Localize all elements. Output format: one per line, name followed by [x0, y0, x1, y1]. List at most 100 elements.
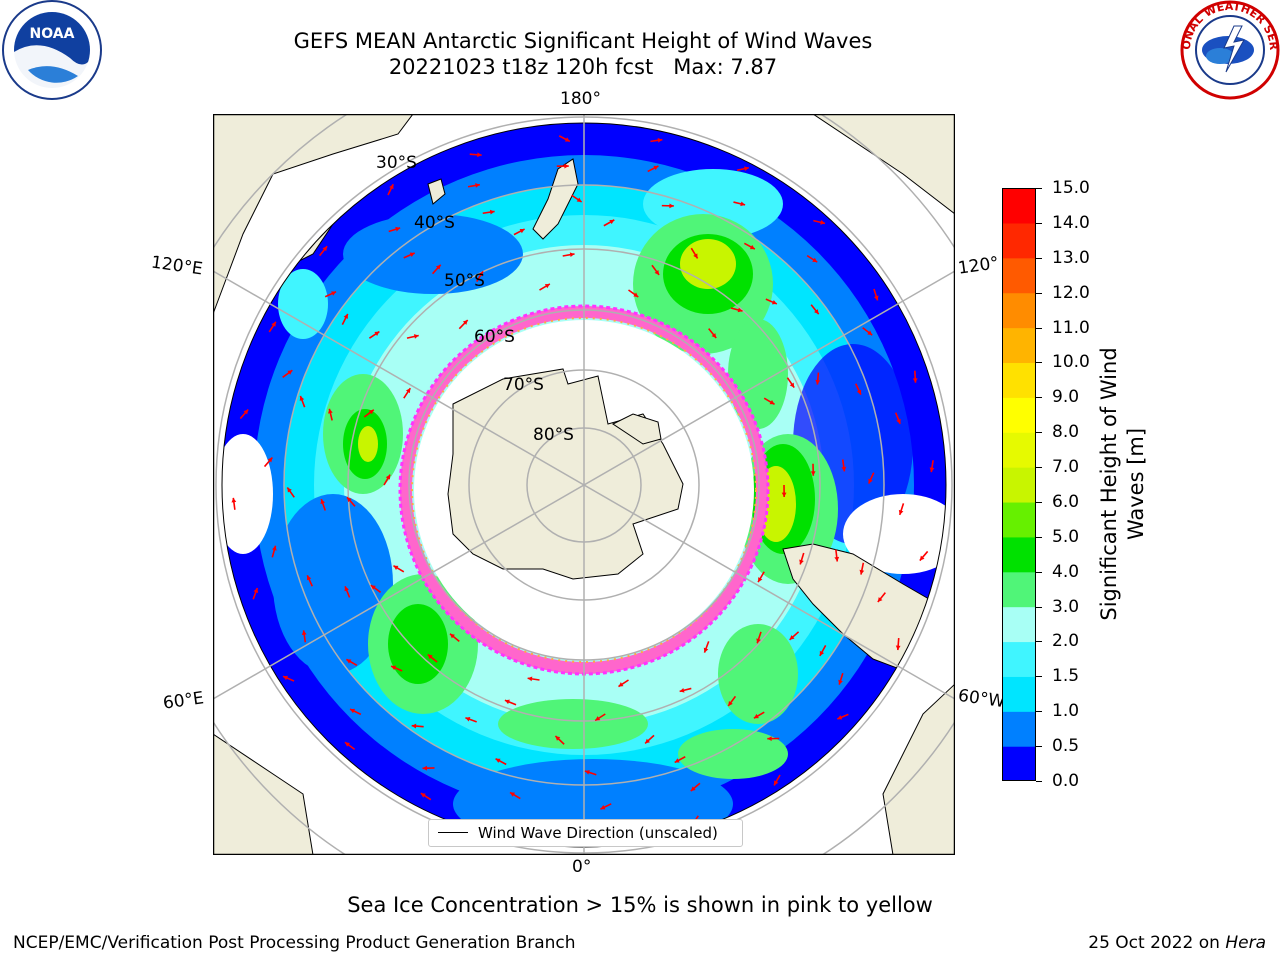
wind-wave-arrow-head — [299, 395, 305, 401]
colorbar-tick-label: 15.0 — [1052, 178, 1090, 198]
wind-wave-arrow-head — [267, 457, 273, 463]
colorbar-tick-label: 0.0 — [1052, 771, 1080, 791]
wind-wave-arrow-head — [912, 378, 918, 383]
wind-wave-arrow-head — [633, 292, 639, 297]
wind-wave-arrow-head — [243, 409, 249, 415]
wind-wave-arrow-head — [306, 575, 312, 581]
colorbar-tick-mark — [1036, 467, 1042, 469]
wind-wave-arrow-head — [527, 676, 533, 682]
wind-wave-arrow-head — [693, 253, 698, 259]
colorbar-tick-label: 5.0 — [1052, 526, 1080, 547]
colorbar-tick-mark — [1036, 606, 1042, 608]
wind-wave-arrow-head — [544, 283, 550, 289]
colorbar-tick-mark — [1036, 746, 1042, 748]
footer-date: 25 Oct 2022 on Hera — [1088, 933, 1266, 953]
colorbar-segment — [1002, 292, 1036, 329]
wind-wave-arrow-head — [411, 723, 417, 729]
wind-wave-arrow-head — [609, 219, 615, 225]
colorbar-tick-mark — [1036, 711, 1042, 713]
nws-logo: NATIONAL WEATHER SERVICE — [1176, 0, 1280, 100]
colorbar-tick-mark — [1036, 501, 1042, 503]
wind-wave-arrow-head — [253, 588, 259, 593]
wind-wave-arrow-head — [328, 408, 333, 414]
wind-wave-arrow-head — [744, 166, 749, 172]
wind-wave-arrow-head — [781, 492, 787, 497]
wind-wave-arrow-head — [753, 713, 759, 719]
colorbar-tick-mark — [1036, 188, 1042, 189]
wind-wave-arrow-head — [413, 334, 419, 339]
wind-wave-arrow-head — [674, 758, 680, 763]
wind-wave-arrow-head — [758, 577, 763, 583]
colorbar-segment — [1002, 362, 1036, 398]
wind-wave-arrow-head — [395, 226, 401, 232]
colorbar-tick-label: 11.0 — [1052, 317, 1090, 338]
wind-wave-arrow-head — [231, 497, 237, 503]
wind-wave-arrow-head — [867, 330, 873, 336]
colorbar-segment — [1002, 257, 1036, 294]
wind-wave-arrow-head — [653, 165, 659, 171]
wind-wave-arrow-head — [600, 805, 606, 810]
wind-wave-arrow-head — [654, 269, 660, 275]
colorbar-segment — [1002, 676, 1036, 712]
map-legend: Wind Wave Direction (unscaled) — [428, 819, 743, 847]
footer-date-text: 25 Oct 2022 on — [1088, 933, 1226, 953]
wind-wave-arrow-head — [272, 545, 277, 551]
wind-wave-arrow-head — [449, 633, 455, 639]
lat-label-40s: 40°S — [414, 213, 455, 233]
wind-wave-arrow-head — [519, 228, 525, 234]
wind-wave-arrow-head — [657, 137, 663, 143]
colorbar-segment — [1002, 327, 1036, 364]
wind-wave-arrow-head — [477, 152, 482, 158]
colorbar-label: Significant Height of Wind Waves [m] — [1097, 347, 1148, 620]
wind-wave-arrow-head — [929, 467, 935, 473]
wind-wave-arrow-head — [576, 197, 582, 202]
wind-wave-arrow-head — [465, 716, 471, 722]
wind-wave-arrow-head — [669, 203, 674, 209]
legend-label: Wind Wave Direction (unscaled) — [478, 824, 718, 842]
land-tasmania — [427, 178, 446, 205]
wind-wave-arrow-head — [789, 382, 795, 388]
colorbar-segment — [1002, 397, 1036, 433]
colorbar-tick-label: 9.0 — [1052, 387, 1080, 408]
colorbar-tick-label: 2.0 — [1052, 631, 1080, 652]
lon-label-120w: 120° — [956, 253, 1001, 279]
wind-wave-arrow-head — [422, 765, 427, 771]
lon-label-120e: 120°E — [149, 252, 204, 280]
wind-wave-arrow-head — [873, 295, 879, 301]
wind-wave-arrow-head — [767, 736, 772, 742]
colorbar-tick-mark — [1036, 257, 1042, 259]
colorbar-tick-mark — [1036, 536, 1042, 538]
colorbar-tick-mark — [1036, 362, 1042, 364]
wind-wave-arrow-head — [564, 137, 570, 142]
wind-wave-arrow-head — [385, 474, 391, 480]
wind-wave-arrow-head — [749, 244, 755, 250]
colorbar-tick-label: 10.0 — [1052, 352, 1090, 373]
colorbar-tick-label: 1.0 — [1052, 701, 1080, 722]
colorbar-tick-mark — [1036, 571, 1042, 573]
lon-label-60e: 60°E — [161, 688, 206, 714]
wind-wave-arrow-head — [814, 309, 819, 315]
lon-label-180: 180° — [560, 89, 601, 109]
colorbar-tick-mark — [1036, 432, 1042, 434]
wind-wave-arrow-head — [287, 370, 293, 375]
wind-wave-arrow-head — [877, 597, 883, 603]
wind-wave-arrow-head — [896, 418, 901, 424]
colorbar — [1002, 188, 1036, 781]
colorbar-tick-mark — [1036, 292, 1042, 294]
noaa-logo-text: NOAA — [30, 26, 75, 42]
wind-wave-arrow-head — [895, 645, 901, 651]
wind-wave-arrow-head — [819, 650, 825, 656]
land-australia — [213, 114, 414, 315]
colorbar-tick-label: 6.0 — [1052, 491, 1080, 512]
footer-producer: NCEP/EMC/Verification Post Processing Pr… — [13, 933, 576, 953]
wind-wave-arrow-head — [645, 738, 650, 744]
wind-wave-arrow-head — [462, 320, 468, 325]
colorbar-tick-mark — [1036, 327, 1042, 329]
colorbar-tick-mark — [1036, 676, 1042, 678]
wind-wave-arrow-head — [618, 682, 624, 687]
colorbar-tick-label: 14.0 — [1052, 212, 1090, 233]
wind-wave-arrow-head — [344, 742, 350, 747]
colorbar-segment — [1002, 536, 1036, 573]
wind-wave-arrow-head — [331, 291, 337, 296]
wind-wave-arrow-head — [756, 638, 761, 644]
